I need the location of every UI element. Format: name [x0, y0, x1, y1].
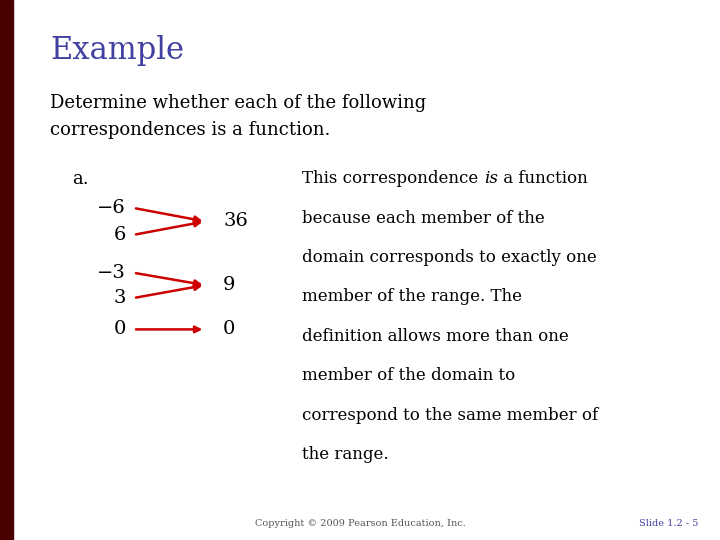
Text: Slide 1.2 - 5: Slide 1.2 - 5 [639, 519, 698, 528]
Text: 6: 6 [114, 226, 126, 244]
Text: member of the domain to: member of the domain to [302, 367, 516, 384]
Text: 36: 36 [223, 212, 248, 231]
Text: −6: −6 [97, 199, 126, 217]
Text: a.: a. [72, 170, 89, 188]
Text: member of the range. The: member of the range. The [302, 288, 523, 305]
Text: This correspondence: This correspondence [302, 170, 484, 187]
Text: a function: a function [498, 170, 588, 187]
Text: 0: 0 [223, 320, 235, 339]
Text: the range.: the range. [302, 446, 389, 463]
Text: Determine whether each of the following
correspondences is a function.: Determine whether each of the following … [50, 94, 427, 139]
Text: 9: 9 [223, 276, 235, 294]
Text: 0: 0 [114, 320, 126, 339]
Text: 3: 3 [114, 289, 126, 307]
Text: −3: −3 [97, 264, 126, 282]
Text: is: is [484, 170, 498, 187]
Text: definition allows more than one: definition allows more than one [302, 328, 569, 345]
Text: domain corresponds to exactly one: domain corresponds to exactly one [302, 249, 597, 266]
Text: Example: Example [50, 35, 184, 66]
Bar [0, 0, 13, 540]
Text: because each member of the: because each member of the [302, 210, 545, 226]
Text: Copyright © 2009 Pearson Education, Inc.: Copyright © 2009 Pearson Education, Inc. [255, 519, 465, 528]
Text: correspond to the same member of: correspond to the same member of [302, 407, 598, 423]
